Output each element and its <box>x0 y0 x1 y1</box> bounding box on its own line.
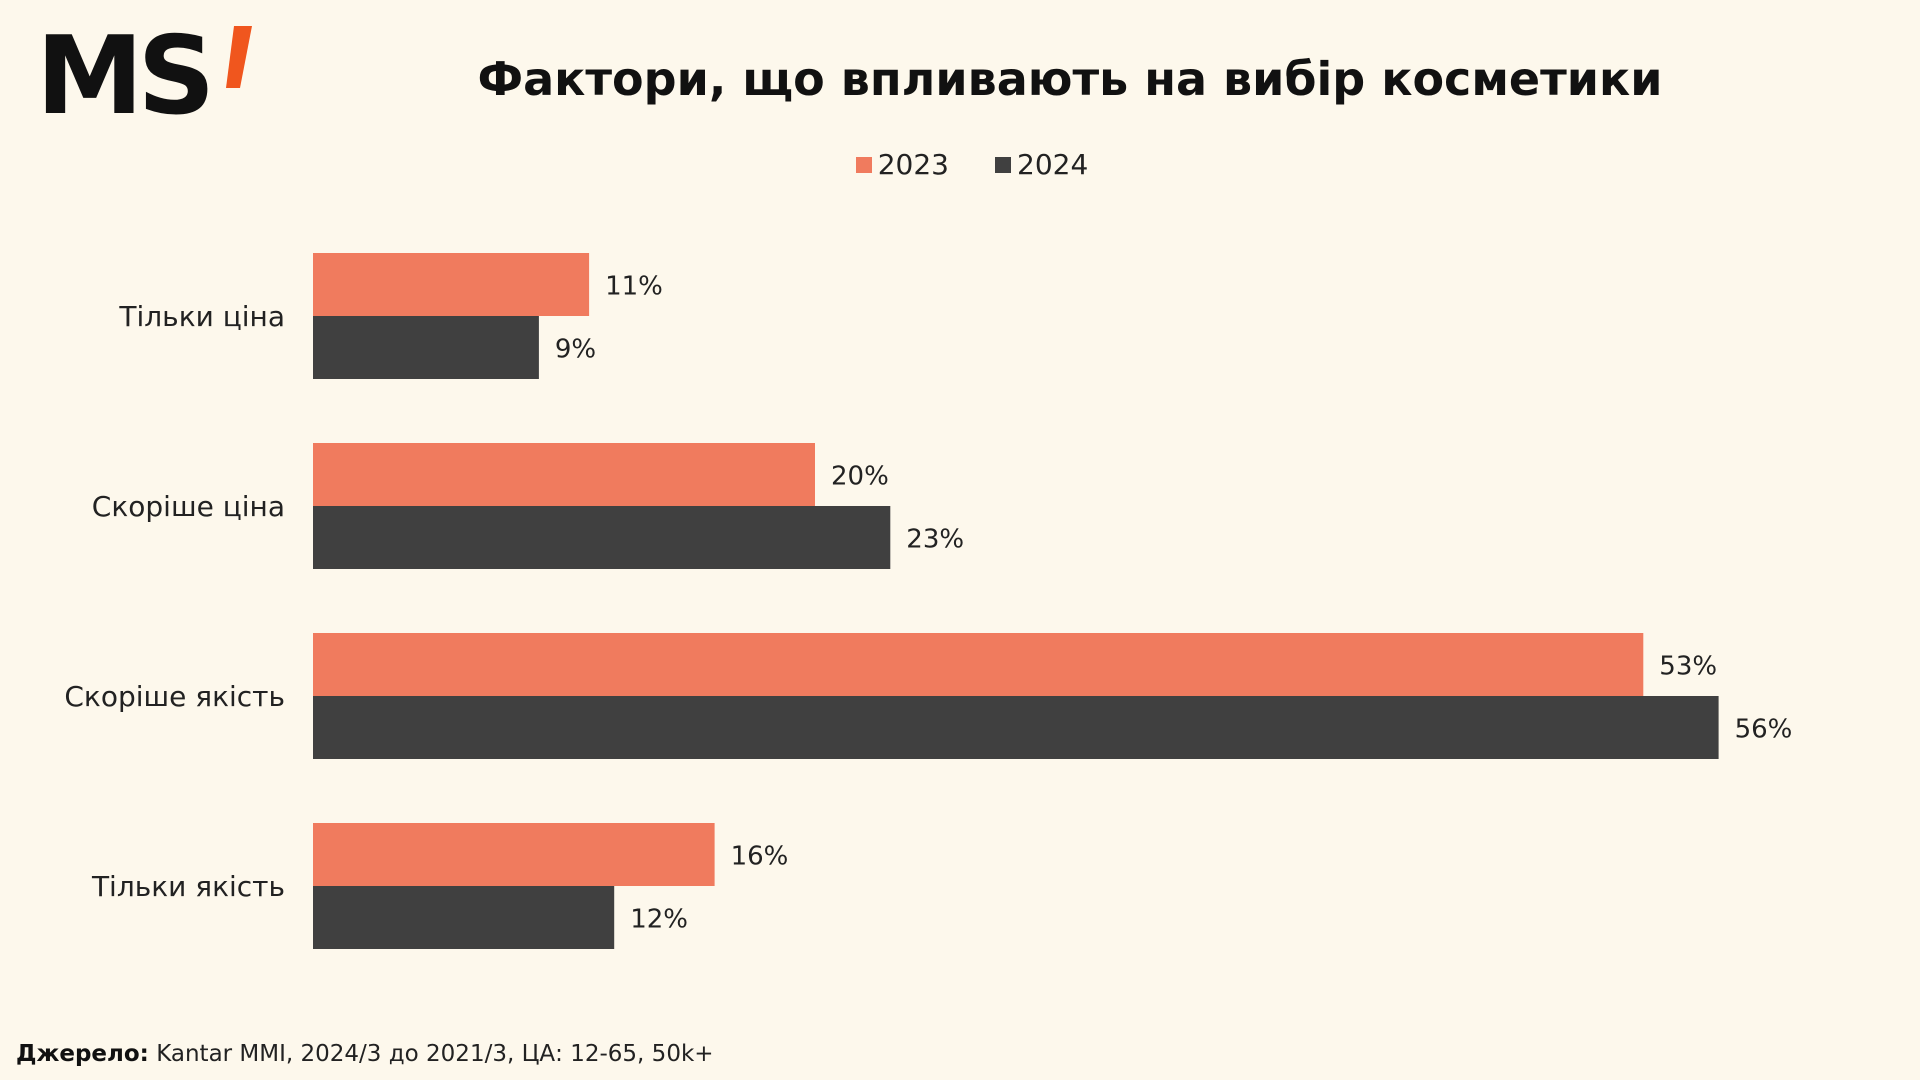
data-label: 16% <box>731 842 789 872</box>
bar-chart: Тільки ціна 11% 9% Скоріше ціна 20% 23% Скоріш… <box>64 253 1793 949</box>
bar-2023 <box>313 823 715 886</box>
category-label: Тільки якість <box>91 870 285 903</box>
data-label: 12% <box>630 905 688 935</box>
brand-logo: MS <box>36 22 266 132</box>
bar-2023 <box>313 253 590 316</box>
data-label: 20% <box>831 462 889 492</box>
bar-2024 <box>313 506 891 569</box>
legend-label-2023: 2023 <box>877 148 949 181</box>
legend-item-2024: 2024 <box>995 148 1088 181</box>
legend-swatch-2024 <box>995 156 1011 173</box>
category-label: Скоріше якість <box>64 680 285 713</box>
source-text: Kantar MMI, 2024/3 до 2021/3, ЦА: 12-65,… <box>156 1041 714 1067</box>
bar-2023 <box>313 633 1644 696</box>
legend-item-2023: 2023 <box>855 148 949 181</box>
legend-label-2024: 2024 <box>1017 148 1089 181</box>
category-label: Тільки ціна <box>118 300 285 333</box>
bar-2024 <box>313 886 615 949</box>
chart-title: Фактори, що впливають на вибір косметики <box>477 52 1663 106</box>
data-label: 9% <box>555 335 596 365</box>
bar-2023 <box>313 443 815 506</box>
source-note: Джерело: Kantar MMI, 2024/3 до 2021/3, Ц… <box>16 1041 714 1067</box>
data-label: 56% <box>1735 715 1793 745</box>
data-label: 11% <box>605 272 663 302</box>
data-label: 53% <box>1659 652 1717 682</box>
logo-text: MS <box>36 14 215 139</box>
data-label: 23% <box>906 525 964 555</box>
bar-2024 <box>313 316 539 379</box>
logo-accent-mark <box>226 26 252 88</box>
legend-swatch-2023 <box>855 156 872 173</box>
category-label: Скоріше ціна <box>92 490 285 523</box>
chart-legend: 2023 2024 <box>0 148 1920 181</box>
source-label: Джерело: <box>16 1041 149 1067</box>
bar-2024 <box>313 696 1719 759</box>
